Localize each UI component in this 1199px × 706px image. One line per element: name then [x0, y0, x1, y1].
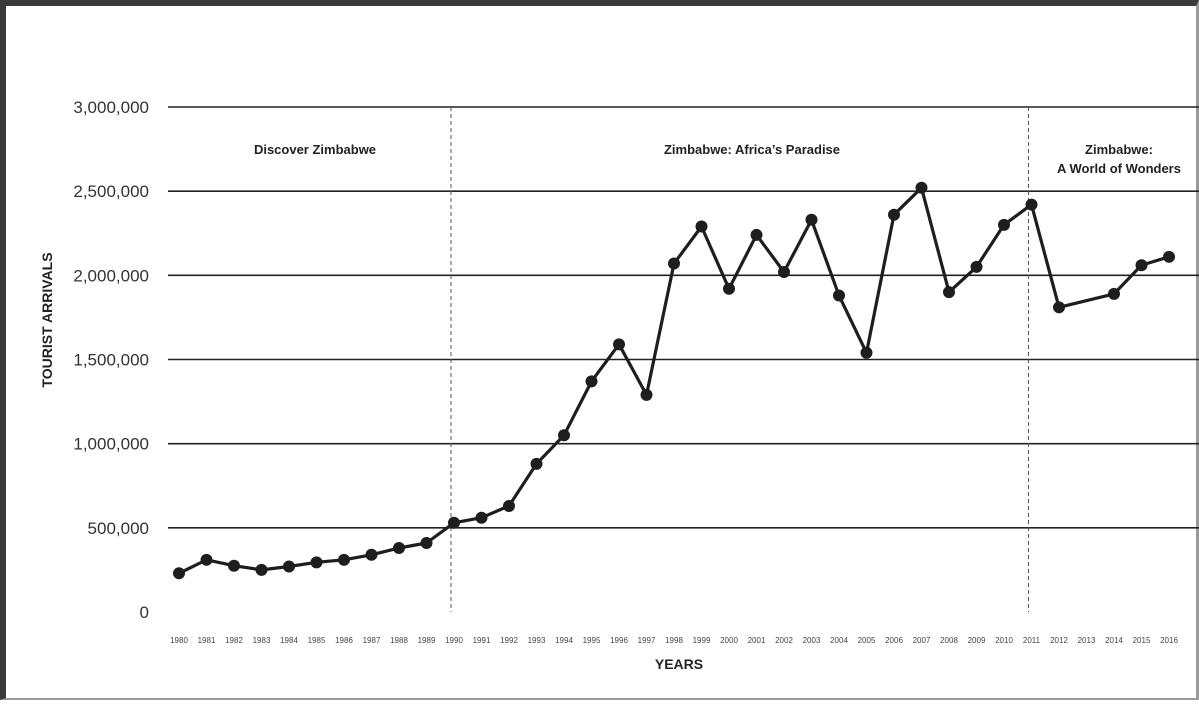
data-point-2011: [1025, 198, 1038, 211]
tourist-arrivals-chart: 0 500,000 1,000,000 1,500,000 2,000,000 2,500…: [39, 98, 1199, 672]
era-label: Zimbabwe: Africa’s Paradise: [664, 142, 840, 157]
data-point-1990: [448, 516, 460, 529]
data-point-2012: [1053, 301, 1065, 314]
data-point-1994: [558, 429, 570, 442]
data-point-1983: [255, 563, 268, 576]
data-point-2016: [1163, 250, 1175, 263]
data-point-2003: [805, 213, 818, 226]
data-point-2006: [888, 208, 900, 221]
data-point-1991: [475, 511, 488, 524]
data-point-1985: [310, 556, 323, 569]
x-tick-label: 1998: [665, 636, 683, 645]
data-point-1984: [283, 560, 295, 573]
y-tick-label: 500,000: [88, 519, 149, 538]
x-tick-label: 2004: [830, 636, 848, 645]
x-axis-title: YEARS: [655, 656, 703, 672]
series-tourist-arrivals: [173, 181, 1175, 580]
x-tick-label: 2016: [1160, 636, 1178, 645]
era-label: Discover Zimbabwe: [254, 142, 376, 157]
x-tick-label: 1984: [280, 636, 298, 645]
data-point-2007: [915, 181, 928, 194]
x-tick-label: 2001: [748, 636, 766, 645]
y-tick-label: 3,000,000: [73, 98, 149, 117]
x-tick-label: 1995: [583, 636, 601, 645]
x-tick-label: 1999: [693, 636, 711, 645]
data-point-2015: [1135, 259, 1148, 272]
data-point-2004: [833, 289, 845, 302]
data-point-1981: [200, 553, 213, 566]
x-tick-label: 2007: [913, 636, 931, 645]
x-tick-label: 2008: [940, 636, 958, 645]
data-point-1997: [640, 388, 653, 401]
data-point-1987: [365, 548, 378, 561]
x-tick-label: 1985: [308, 636, 326, 645]
data-point-1998: [668, 257, 680, 270]
data-point-2000: [723, 282, 735, 295]
y-tick-label: 1,500,000: [73, 351, 149, 370]
x-tick-label: 2005: [858, 636, 876, 645]
x-tick-label: 2002: [775, 636, 793, 645]
y-tick-label: 1,000,000: [73, 435, 149, 454]
x-tick-label: 1988: [390, 636, 408, 645]
data-point-1995: [585, 375, 598, 388]
x-tick-label: 1992: [500, 636, 518, 645]
data-point-1996: [613, 338, 625, 351]
x-tick-label: 1991: [473, 636, 491, 645]
data-point-2005: [860, 346, 873, 359]
x-tick-label: 2011: [1023, 636, 1041, 645]
data-point-1988: [393, 542, 405, 555]
data-point-2008: [943, 286, 955, 299]
x-tick-label: 2014: [1105, 636, 1123, 645]
x-tick-label: 1981: [198, 636, 216, 645]
series-line: [178, 186, 1170, 575]
data-point-2002: [778, 265, 790, 278]
data-point-1989: [420, 536, 433, 549]
x-tick-label: 2012: [1050, 636, 1068, 645]
x-tick-label: 1987: [363, 636, 381, 645]
x-tick-label: 1989: [418, 636, 436, 645]
x-tick-label: 1983: [253, 636, 271, 645]
x-tick-label: 1993: [528, 636, 546, 645]
data-point-1999: [695, 220, 708, 233]
x-tick-label: 1980: [170, 636, 188, 645]
y-tick-label: 2,500,000: [73, 182, 149, 201]
x-tick-label: 2009: [968, 636, 986, 645]
era-label: A World of Wonders: [1057, 161, 1181, 176]
x-tick-label: 2013: [1078, 636, 1096, 645]
data-point-1992: [503, 499, 515, 512]
x-axis-ticks: 1980 1981 1982 1983 1984 1985 1986 1987 1988 1989…: [170, 636, 1178, 645]
x-tick-label: 2010: [995, 636, 1013, 645]
y-tick-label: 0: [140, 603, 149, 622]
data-point-1993: [530, 457, 543, 470]
x-tick-label: 2015: [1133, 636, 1151, 645]
era-label: Zimbabwe:: [1085, 142, 1153, 157]
x-tick-label: 2006: [885, 636, 903, 645]
y-tick-label: 2,000,000: [73, 266, 149, 285]
x-tick-label: 1990: [445, 636, 463, 645]
data-point-2010: [998, 218, 1010, 231]
grid-lines: [168, 106, 1199, 529]
x-tick-label: 1996: [610, 636, 628, 645]
x-tick-label: 1994: [555, 636, 573, 645]
data-point-1982: [228, 559, 240, 572]
data-point-2009: [970, 260, 983, 273]
data-point-2014: [1108, 287, 1120, 300]
x-tick-label: 2003: [803, 636, 821, 645]
era-labels: Discover Zimbabwe Zimbabwe: Africa’s Para…: [254, 142, 1181, 176]
x-tick-label: 1982: [225, 636, 243, 645]
y-axis-title: TOURIST ARRIVALS: [39, 252, 55, 387]
x-tick-label: 1986: [335, 636, 353, 645]
data-point-2001: [750, 228, 763, 241]
y-axis-ticks: 0 500,000 1,000,000 1,500,000 2,000,000 2,500…: [73, 98, 149, 622]
x-tick-label: 2000: [720, 636, 738, 645]
data-point-1986: [338, 553, 350, 566]
x-tick-label: 1997: [638, 636, 656, 645]
data-point-1980: [173, 567, 185, 580]
